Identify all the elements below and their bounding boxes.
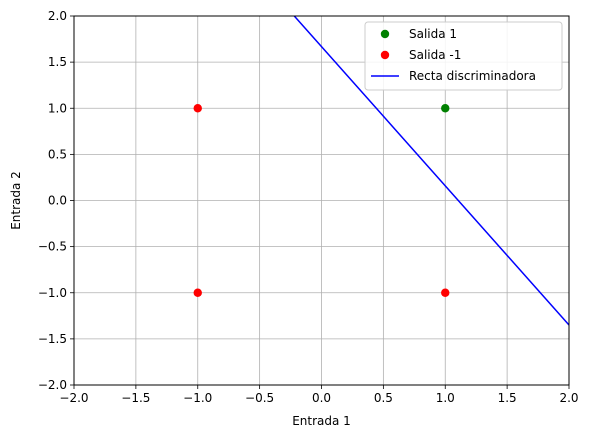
legend-marker-swatch: [380, 29, 390, 39]
legend-marker-swatch: [380, 50, 390, 60]
y-tick-label: 2.0: [48, 9, 67, 23]
y-axis-label: Entrada 2: [9, 171, 23, 230]
x-tick-label: 1.5: [498, 391, 517, 405]
line-recta-discriminadora: [293, 16, 569, 326]
x-tick-label: 1.0: [436, 391, 455, 405]
y-tick-label: −2.0: [38, 378, 67, 392]
legend: Salida 1 Salida -1 Recta discriminadora: [364, 21, 563, 91]
y-tick-label: −0.5: [38, 240, 67, 254]
y-tick-label: −1.0: [38, 286, 67, 300]
x-axis-label: Entrada 1: [292, 414, 351, 428]
line-series-layer: [293, 16, 569, 326]
data-point-series-1: [193, 288, 202, 297]
legend-box: [364, 21, 563, 91]
y-tick-label: 0.0: [48, 194, 67, 208]
x-tick-label: 0.0: [312, 391, 331, 405]
data-point-series-0: [441, 104, 450, 113]
legend-entry-label: Recta discriminadora: [409, 69, 536, 83]
x-tick-label: −0.5: [245, 391, 274, 405]
y-axis-ticks: −2.0 −1.5 −1.0 −0.5 0.0 0.5 1.0 1.5 2.0: [38, 9, 74, 392]
point-series-layer: [193, 104, 450, 297]
y-tick-label: −1.5: [38, 332, 67, 346]
y-tick-label: 0.5: [48, 147, 67, 161]
x-tick-label: −1.0: [183, 391, 212, 405]
x-tick-label: 0.5: [374, 391, 393, 405]
x-tick-label: −1.5: [121, 391, 150, 405]
data-point-series-1: [441, 288, 450, 297]
x-tick-label: 2.0: [559, 391, 578, 405]
x-axis-ticks: −2.0 −1.5 −1.0 −0.5 0.0 0.5 1.0 1.5 2.0: [59, 385, 579, 405]
x-tick-label: −2.0: [59, 391, 88, 405]
data-point-series-1: [193, 104, 202, 113]
legend-entry-label: Salida 1: [409, 27, 457, 41]
y-tick-label: 1.0: [48, 101, 67, 115]
y-tick-label: 1.5: [48, 55, 67, 69]
legend-entry-label: Salida -1: [409, 48, 461, 62]
